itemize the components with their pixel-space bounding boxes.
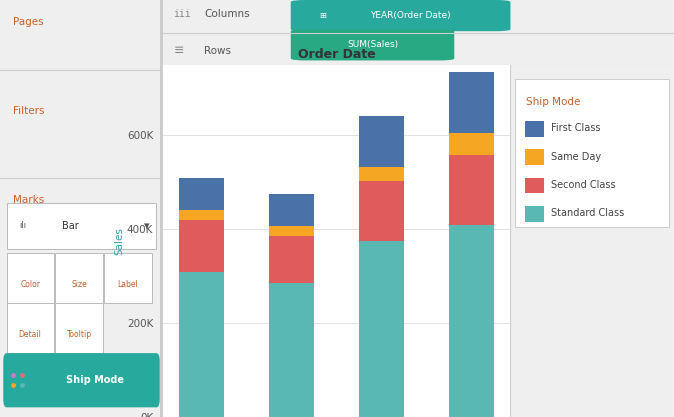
Bar [179,271,224,417]
Text: Same Day: Same Day [551,151,601,161]
FancyBboxPatch shape [7,253,54,303]
Text: Tooltip: Tooltip [67,330,92,339]
Bar [359,116,404,167]
Bar [269,226,314,236]
FancyBboxPatch shape [515,79,669,227]
Text: iii: iii [173,9,191,19]
Bar [359,167,404,181]
Y-axis label: Sales: Sales [114,227,124,255]
Text: Filters: Filters [13,106,44,116]
FancyBboxPatch shape [104,253,152,303]
Text: ılı: ılı [20,221,27,231]
Text: Color: Color [20,280,40,289]
FancyBboxPatch shape [525,121,545,137]
Text: YEAR(Order Date): YEAR(Order Date) [371,11,451,20]
Text: Marks: Marks [13,195,44,205]
Text: ▾: ▾ [144,221,150,231]
Bar [449,225,494,417]
Text: ≡: ≡ [173,44,184,57]
Bar [160,0,163,417]
Text: Detail: Detail [19,330,42,339]
FancyBboxPatch shape [525,178,545,193]
Text: Ship Mode: Ship Mode [65,375,123,385]
Bar [179,178,224,210]
Bar [449,72,494,133]
FancyBboxPatch shape [3,353,160,407]
Text: Rows: Rows [204,46,231,56]
FancyBboxPatch shape [55,253,102,303]
Text: Standard Class: Standard Class [551,208,624,218]
Title: Order Date: Order Date [298,48,375,61]
Text: Size: Size [71,280,87,289]
Text: Pages: Pages [13,18,44,28]
Text: Columns: Columns [204,9,249,19]
FancyBboxPatch shape [7,303,54,353]
FancyBboxPatch shape [290,0,510,31]
Bar [269,194,314,226]
FancyBboxPatch shape [525,149,545,165]
FancyBboxPatch shape [290,29,454,60]
Text: Ship Mode: Ship Mode [526,97,581,107]
Text: ⊞: ⊞ [319,11,326,20]
Text: First Class: First Class [551,123,601,133]
Bar [179,220,224,271]
Text: Label: Label [117,280,138,289]
Text: Bar: Bar [62,221,79,231]
Bar [359,241,404,417]
FancyBboxPatch shape [55,303,102,353]
FancyBboxPatch shape [525,206,545,222]
Bar [359,181,404,241]
Bar [179,210,224,220]
Bar [269,283,314,417]
Bar [449,133,494,155]
Bar [269,236,314,283]
FancyBboxPatch shape [7,203,156,249]
Text: Second Class: Second Class [551,180,615,190]
Bar [449,155,494,225]
Text: SUM(Sales): SUM(Sales) [347,40,398,49]
